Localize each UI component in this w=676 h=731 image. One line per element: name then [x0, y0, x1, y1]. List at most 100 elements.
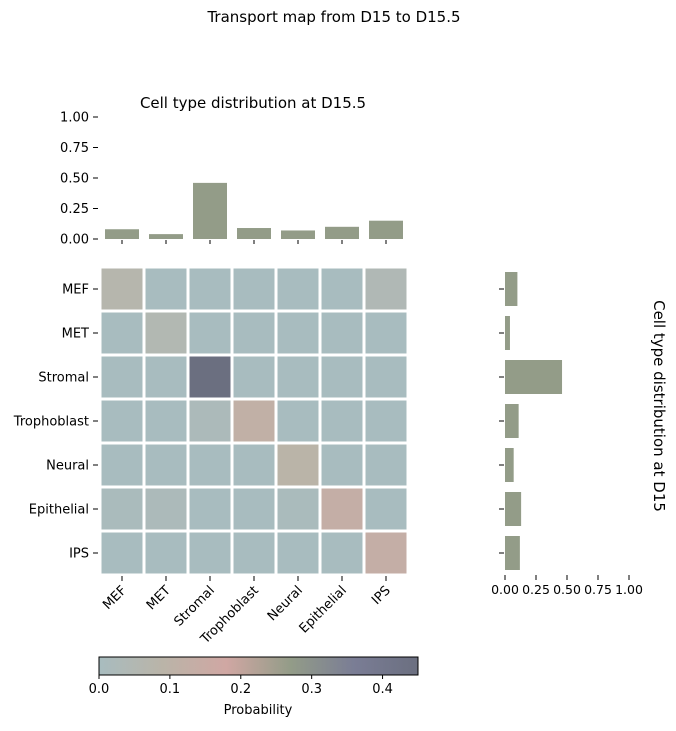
heatmap-row-label-trophoblast: Trophoblast	[13, 415, 89, 430]
heatmap-cell-mef-trophoblast	[230, 265, 278, 313]
heatmap-cell-met-stromal	[186, 309, 234, 357]
heatmap-cell-stromal-epithelial	[318, 353, 366, 401]
top-ytick-label: 0.25	[60, 202, 89, 217]
heatmap-cell-stromal-mef	[98, 353, 146, 401]
top-bar-neural	[281, 230, 315, 239]
right-xtick-label: 0.75	[584, 582, 612, 597]
colorbar-tick-label: 0.2	[230, 682, 251, 697]
heatmap-col-label-neural: Neural	[265, 583, 306, 624]
heatmap-cell-stromal-trophoblast	[230, 353, 278, 401]
heatmap-cell-epithelial-met	[142, 485, 190, 533]
heatmap-cell-met-epithelial	[318, 309, 366, 357]
heatmap-cell-mef-ips	[362, 265, 410, 313]
heatmap-cell-mef-neural	[274, 265, 322, 313]
top-bar-stromal	[193, 182, 227, 239]
top-ytick-label: 1.00	[60, 111, 89, 126]
top-bar-trophoblast	[237, 228, 271, 239]
right-bar-ips	[505, 536, 520, 570]
heatmap-col-label-mef: MEF	[100, 583, 130, 613]
heatmap-row-label-met: MET	[62, 327, 89, 342]
right-bar-ylabel: Cell type distribution at D15	[650, 300, 668, 512]
heatmap-cell-neural-epithelial	[318, 441, 366, 489]
heatmap-cell-neural-neural	[274, 441, 322, 489]
right-bar-stromal	[505, 360, 563, 394]
heatmap-cell-mef-epithelial	[318, 265, 366, 313]
heatmap-cell-ips-epithelial	[318, 529, 366, 577]
top-bar-chart: 0.00 0.25 0.50 0.75 1.00	[60, 111, 403, 248]
right-bar-neural	[505, 448, 514, 482]
colorbar-tick-label: 0.4	[372, 682, 393, 697]
top-ytick-label: 0.50	[60, 172, 89, 187]
top-bar-ips	[369, 220, 403, 239]
heatmap-cell-trophoblast-met	[142, 397, 190, 445]
heatmap-cell-epithelial-ips	[362, 485, 410, 533]
right-bar-trophoblast	[505, 404, 519, 438]
heatmap-cell-met-met	[142, 309, 190, 357]
right-bar-mef	[505, 272, 518, 306]
heatmap-cell-stromal-stromal	[186, 353, 234, 401]
heatmap-cell-epithelial-trophoblast	[230, 485, 278, 533]
heatmap-cell-mef-met	[142, 265, 190, 313]
heatmap-cell-neural-stromal	[186, 441, 234, 489]
heatmap-row-label-mef: MEF	[62, 283, 89, 298]
top-bar-mef	[105, 229, 139, 239]
heatmap-cell-ips-mef	[98, 529, 146, 577]
heatmap-col-label-epithelial: Epithelial	[297, 583, 350, 636]
right-bar-met	[505, 316, 510, 350]
heatmap-cell-trophoblast-epithelial	[318, 397, 366, 445]
top-bar-title: Cell type distribution at D15.5	[140, 94, 366, 112]
heatmap-cell-neural-ips	[362, 441, 410, 489]
transport-heatmap: MEFMETStromalTrophoblastNeuralEpithelial…	[13, 265, 410, 648]
heatmap-row-label-ips: IPS	[69, 547, 89, 562]
heatmap-cell-ips-stromal	[186, 529, 234, 577]
heatmap-row-label-stromal: Stromal	[38, 371, 89, 386]
colorbar-tick-label: 0.3	[301, 682, 322, 697]
heatmap-cell-met-mef	[98, 309, 146, 357]
heatmap-cell-neural-trophoblast	[230, 441, 278, 489]
heatmap-cell-stromal-met	[142, 353, 190, 401]
right-xtick-label: 1.00	[615, 582, 643, 597]
heatmap-cell-trophoblast-mef	[98, 397, 146, 445]
heatmap-cell-neural-met	[142, 441, 190, 489]
heatmap-cell-trophoblast-ips	[362, 397, 410, 445]
heatmap-cell-ips-ips	[362, 529, 410, 577]
heatmap-cell-epithelial-epithelial	[318, 485, 366, 533]
heatmap-cell-ips-neural	[274, 529, 322, 577]
top-bar-met	[149, 234, 183, 239]
heatmap-cell-mef-stromal	[186, 265, 234, 313]
heatmap-cell-neural-mef	[98, 441, 146, 489]
top-ytick-label: 0.00	[60, 233, 89, 248]
colorbar: 0.0 0.1 0.2 0.3 0.4	[89, 656, 419, 697]
colorbar-tick-label: 0.0	[89, 682, 110, 697]
right-xtick-label: 0.50	[553, 582, 581, 597]
heatmap-col-label-met: MET	[144, 583, 174, 613]
heatmap-cell-trophoblast-trophoblast	[230, 397, 278, 445]
heatmap-cell-met-trophoblast	[230, 309, 278, 357]
heatmap-cell-met-ips	[362, 309, 410, 357]
heatmap-cell-mef-mef	[98, 265, 146, 313]
heatmap-col-label-ips: IPS	[369, 583, 394, 608]
right-xtick-label: 0.00	[491, 582, 519, 597]
heatmap-cell-met-neural	[274, 309, 322, 357]
top-ytick-label: 0.75	[60, 141, 89, 156]
right-xtick-label: 0.25	[522, 582, 550, 597]
heatmap-cell-epithelial-neural	[274, 485, 322, 533]
heatmap-row-label-neural: Neural	[46, 459, 89, 474]
right-bar-chart: 0.00 0.25 0.50 0.75 1.00	[491, 272, 643, 597]
colorbar-tick-label: 0.1	[160, 682, 181, 697]
heatmap-cell-ips-trophoblast	[230, 529, 278, 577]
heatmap-cell-stromal-neural	[274, 353, 322, 401]
colorbar-bar	[98, 656, 419, 676]
heatmap-cell-ips-met	[142, 529, 190, 577]
heatmap-row-label-epithelial: Epithelial	[29, 503, 89, 518]
heatmap-cell-epithelial-mef	[98, 485, 146, 533]
heatmap-cell-stromal-ips	[362, 353, 410, 401]
colorbar-label: Probability	[224, 703, 293, 718]
figure-suptitle: Transport map from D15 to D15.5	[206, 8, 460, 26]
top-bar-epithelial	[325, 226, 359, 239]
right-bar-epithelial	[505, 492, 522, 526]
heatmap-cell-trophoblast-neural	[274, 397, 322, 445]
heatmap-cell-epithelial-stromal	[186, 485, 234, 533]
